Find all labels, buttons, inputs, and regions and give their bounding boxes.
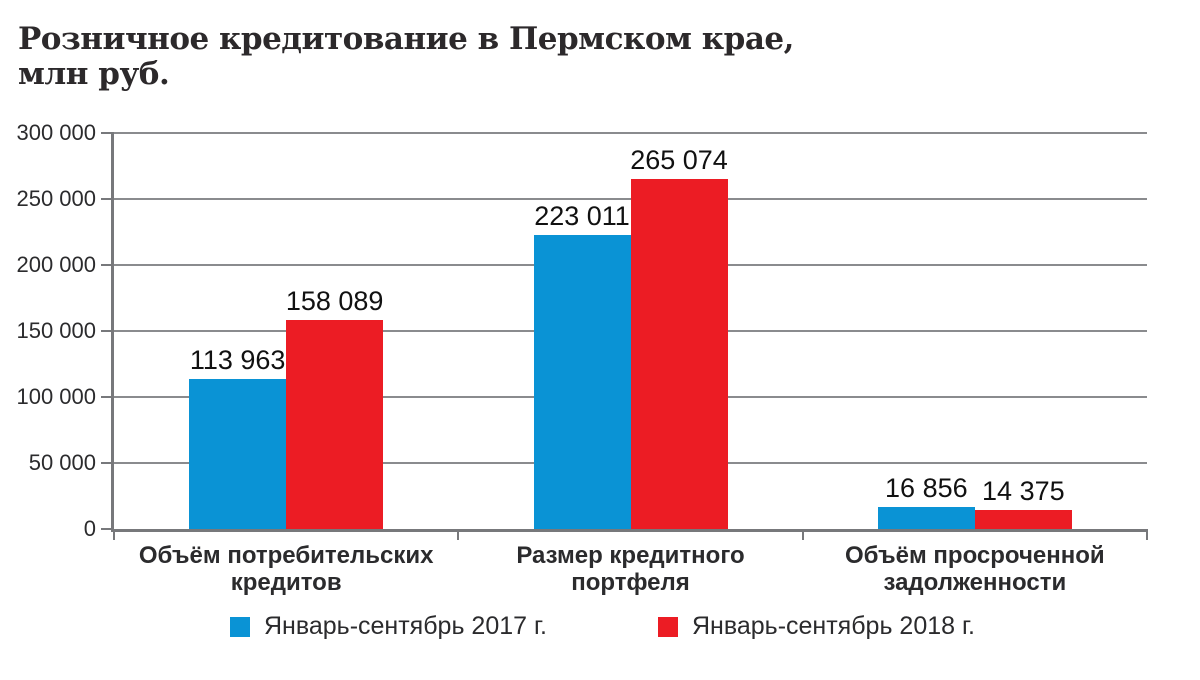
x-axis-tick-icon (113, 529, 115, 540)
chart-title-line2: млн руб. (18, 56, 170, 92)
value-label: 113 963 (189, 344, 286, 375)
legend-item-2017: Январь-сентябрь 2017 г. (230, 612, 547, 641)
legend-label-2018: Январь-сентябрь 2018 г. (692, 612, 975, 640)
chart-title-line1: Розничное кредитование в Пермском крае, (18, 21, 794, 57)
y-axis-tick-icon (101, 198, 114, 200)
y-axis-label: 100 000 (16, 384, 96, 409)
bar-series-0-group-2 (877, 506, 975, 529)
x-axis-tick-icon (801, 529, 804, 540)
y-axis-label: 250 000 (16, 186, 96, 211)
y-axis-tick-icon (101, 132, 114, 134)
chart-title: Розничное кредитование в Пермском крае, … (18, 22, 794, 92)
bar-series-1-group-1 (630, 179, 728, 529)
value-label: 14 375 (982, 476, 1065, 506)
value-label: 158 089 (285, 286, 384, 317)
bar-series-1-group-2 (974, 510, 1072, 529)
y-axis-tick-icon (101, 528, 114, 530)
x-axis-tick-icon (457, 529, 460, 540)
value-label: 16 856 (885, 472, 968, 503)
y-axis-line (111, 132, 114, 532)
plot-area: 0 50 000 100 000 150 000 200 000 250 000 300 0… (16, 120, 1148, 596)
bar-series-0-group-0 (189, 378, 287, 529)
bar-series-0-group-1 (533, 234, 631, 529)
legend-swatch-2017-icon (230, 616, 250, 637)
y-axis-label: 300 000 (16, 120, 96, 145)
category-label: Объём потребительских кредитов (138, 542, 434, 596)
y-axis-label: 0 (83, 516, 96, 541)
y-axis-label: 200 000 (16, 252, 96, 277)
y-axis-tick-icon (101, 264, 114, 266)
value-label: 223 011 (534, 200, 630, 231)
gridline (114, 132, 1147, 134)
category-label: Объём просроченной задолженности (844, 542, 1105, 596)
legend-label-2017: Январь-сентябрь 2017 г. (264, 612, 547, 640)
bar-series-1-group-0 (286, 320, 384, 529)
legend-item-2018: Январь-сентябрь 2018 г. (658, 612, 975, 641)
value-label: 265 074 (630, 145, 728, 176)
y-axis-label: 150 000 (16, 318, 96, 343)
x-axis-tick-icon (1146, 529, 1148, 540)
y-axis-tick-icon (101, 462, 114, 464)
y-axis-tick-icon (101, 330, 114, 332)
legend-swatch-2018-icon (658, 616, 678, 637)
y-axis-tick-icon (101, 396, 114, 398)
y-axis-label: 50 000 (28, 450, 96, 475)
category-label: Размер кредитного портфеля (516, 542, 745, 596)
x-axis-line (114, 529, 1147, 532)
